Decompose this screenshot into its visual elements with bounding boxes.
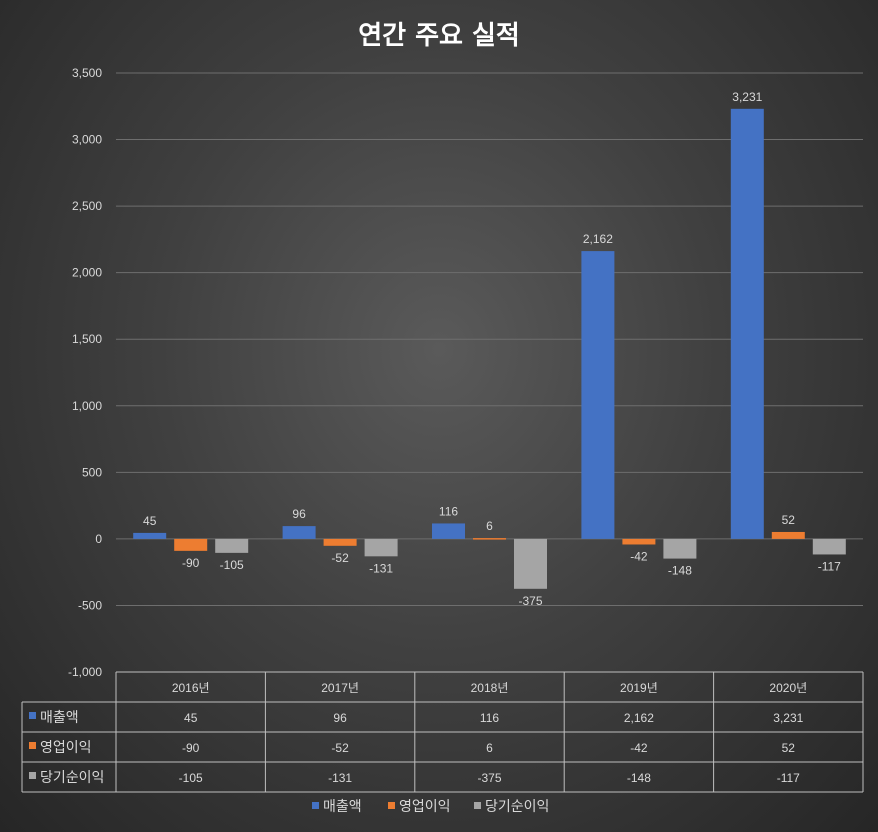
table-header-cell: 2017년 xyxy=(321,681,359,695)
bar-매출액-2020년 xyxy=(730,108,764,539)
bar-당기순이익-2020년 xyxy=(812,538,846,555)
legend-entry: 매출액 xyxy=(323,799,362,815)
bar-매출액-2019년 xyxy=(581,251,615,539)
data-label: -131 xyxy=(369,561,393,575)
y-tick-label: 1,000 xyxy=(72,399,102,413)
bar-영업이익-2020년 xyxy=(771,531,805,539)
chart-title: 연간 주요 실적 xyxy=(358,21,520,51)
bar-당기순이익-2019년 xyxy=(663,538,697,559)
bar-영업이익-2017년 xyxy=(323,538,357,546)
table-cell: -375 xyxy=(477,771,501,785)
table-cell: 6 xyxy=(486,741,493,755)
table-row-header: 당기순이익 xyxy=(40,770,104,786)
table-header-cell: 2020년 xyxy=(769,681,807,695)
y-tick-label: 2,500 xyxy=(72,199,102,213)
bar-영업이익-2016년 xyxy=(174,538,208,551)
table-cell: -42 xyxy=(630,741,648,755)
bar-영업이익-2019년 xyxy=(622,538,656,545)
table-cell: -148 xyxy=(627,771,651,785)
y-tick-label: 3,000 xyxy=(72,133,102,147)
y-tick-label: 3,500 xyxy=(72,66,102,80)
table-legend-key xyxy=(29,712,36,719)
data-label: -42 xyxy=(630,549,648,563)
table-header-cell: 2016년 xyxy=(172,681,210,695)
table-legend-key xyxy=(29,742,36,749)
data-label: 96 xyxy=(292,507,306,521)
data-label: -148 xyxy=(668,564,692,578)
bar-매출액-2016년 xyxy=(133,532,167,539)
data-label: 52 xyxy=(782,513,796,527)
y-tick-label: 2,000 xyxy=(72,266,102,280)
bars xyxy=(133,108,846,589)
data-label: -52 xyxy=(331,551,349,565)
bar-당기순이익-2016년 xyxy=(215,538,249,553)
legend-key xyxy=(312,802,319,809)
y-tick-label: 500 xyxy=(82,465,102,479)
legend-entry: 영업이익 xyxy=(399,799,451,815)
bar-당기순이익-2017년 xyxy=(364,538,398,557)
data-label: -90 xyxy=(182,556,200,570)
legend-key xyxy=(388,802,395,809)
table-cell: 52 xyxy=(782,741,796,755)
table-cell: 2,162 xyxy=(624,711,654,725)
table-cell: 3,231 xyxy=(773,711,803,725)
table-legend-key xyxy=(29,772,36,779)
table-cell: -90 xyxy=(182,741,200,755)
table-cell: 96 xyxy=(333,711,347,725)
bar-영업이익-2018년 xyxy=(473,538,506,540)
data-label: 116 xyxy=(439,504,458,518)
y-tick-label: -500 xyxy=(78,598,102,612)
table-header-cell: 2018년 xyxy=(471,681,509,695)
legend-key xyxy=(474,802,481,809)
bar-매출액-2017년 xyxy=(282,526,316,539)
table-cell: 45 xyxy=(184,711,198,725)
y-tick-label: 1,500 xyxy=(72,332,102,346)
table-cell: -117 xyxy=(777,771,800,785)
y-axis: -1,000 -500 0 500 1,000 1,500 2,000 2,500 3,000 3… xyxy=(68,66,102,679)
data-label: -117 xyxy=(818,559,841,573)
table-row-header: 매출액 xyxy=(40,710,79,726)
bar-당기순이익-2018년 xyxy=(514,538,547,589)
data-label: 45 xyxy=(143,514,157,528)
y-tick-label: -1,000 xyxy=(68,665,102,679)
data-label: -105 xyxy=(220,558,244,572)
table-cell: -105 xyxy=(179,771,203,785)
table-cell: -52 xyxy=(331,741,349,755)
data-label: -375 xyxy=(518,594,542,608)
bar-매출액-2018년 xyxy=(432,523,465,539)
data-labels: 45 96 116 2,162 3,231 -90 -52 6 -42 52 -105 -131 -37… xyxy=(143,90,841,608)
data-label: 3,231 xyxy=(732,90,762,104)
table-row-header: 영업이익 xyxy=(40,740,92,756)
table-header-cell: 2019년 xyxy=(620,681,658,695)
legend-entry: 당기순이익 xyxy=(485,799,549,815)
table-cell: -131 xyxy=(328,771,352,785)
data-label: 6 xyxy=(486,519,493,533)
data-label: 2,162 xyxy=(583,232,613,246)
y-tick-label: 0 xyxy=(95,532,102,546)
table-cell: 116 xyxy=(480,711,499,725)
legend: 매출액 영업이익 당기순이익 xyxy=(312,799,549,815)
